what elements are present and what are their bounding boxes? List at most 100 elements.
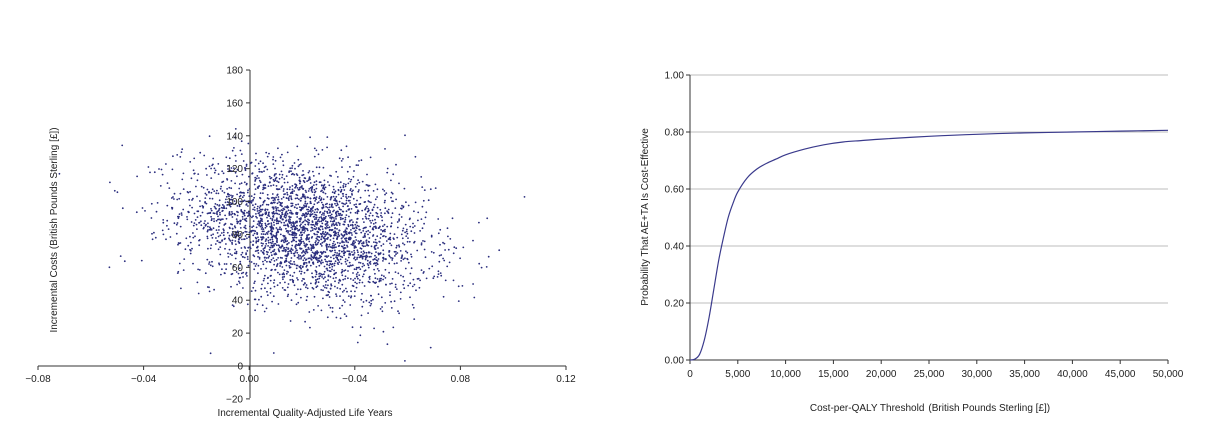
scatter-point: [353, 295, 356, 297]
scatter-point: [344, 275, 347, 278]
scatter-point: [253, 229, 255, 232]
scatter-point: [298, 270, 301, 273]
scatter-point: [341, 250, 343, 253]
scatter-point: [222, 231, 225, 234]
scatter-point: [334, 199, 336, 202]
scatter-point: [338, 208, 341, 211]
scatter-point: [402, 206, 405, 209]
scatter-point: [287, 209, 290, 212]
scatter-point: [290, 248, 293, 251]
scatter-point: [192, 232, 194, 234]
scatter-point: [228, 248, 231, 251]
scatter-point: [321, 228, 324, 231]
scatter-point: [222, 234, 225, 237]
scatter-point: [438, 260, 441, 263]
scatter-point: [324, 286, 326, 289]
scatter-point: [193, 172, 196, 175]
scatter-point: [285, 215, 288, 217]
scatter-point: [296, 197, 299, 200]
scatter-point: [406, 228, 408, 231]
scatter-point: [274, 206, 277, 208]
scatter-point: [358, 189, 360, 191]
scatter-point: [205, 202, 208, 205]
scatter-point: [336, 176, 339, 178]
scatter-point: [354, 281, 357, 284]
scatter-point: [158, 168, 160, 170]
scatter-point: [333, 246, 336, 249]
scatter-point: [298, 176, 301, 179]
scatter-point: [275, 222, 278, 225]
scatter-point: [301, 229, 304, 232]
scatter-point: [390, 256, 392, 259]
scatter-point: [261, 304, 264, 307]
scatter-point: [220, 206, 223, 209]
scatter-point: [221, 218, 224, 221]
scatter-point: [291, 228, 294, 231]
scatter-point: [267, 276, 269, 279]
scatter-point: [487, 255, 490, 258]
scatter-point: [274, 219, 276, 222]
scatter-point: [349, 231, 351, 234]
scatter-x-axis-label: Incremental Quality-Adjusted Life Years: [217, 408, 392, 419]
scatter-point: [234, 154, 237, 157]
scatter-point: [343, 313, 346, 315]
scatter-point: [319, 225, 322, 227]
scatter-point: [245, 165, 248, 167]
scatter-point: [326, 206, 329, 209]
scatter-point: [374, 183, 377, 186]
scatter-point: [384, 268, 387, 271]
scatter-point: [372, 235, 374, 237]
scatter-point: [382, 260, 384, 262]
scatter-point: [267, 230, 270, 233]
scatter-point: [416, 249, 419, 252]
scatter-point: [256, 245, 259, 248]
scatter-point: [366, 243, 368, 246]
scatter-point: [362, 250, 365, 253]
scatter-point: [272, 282, 275, 284]
scatter-point: [176, 222, 179, 224]
scatter-point: [215, 219, 218, 222]
scatter-point: [323, 214, 325, 216]
scatter-point: [410, 255, 413, 258]
line-x-tick-label: 40,000: [1057, 369, 1088, 380]
scatter-point: [437, 232, 440, 235]
scatter-point: [276, 194, 279, 197]
scatter-point: [216, 213, 219, 216]
scatter-point: [259, 181, 262, 184]
scatter-point: [337, 259, 340, 262]
scatter-point: [277, 206, 279, 209]
scatter-point: [341, 291, 344, 293]
scatter-point: [345, 287, 347, 290]
scatter-point: [316, 220, 319, 223]
scatter-point: [406, 251, 409, 254]
scatter-point: [335, 204, 338, 207]
scatter-point: [166, 224, 168, 227]
scatter-point: [317, 218, 320, 221]
scatter-point: [195, 185, 197, 188]
scatter-point: [209, 247, 212, 250]
scatter-point: [206, 212, 209, 215]
scatter-point: [283, 235, 286, 237]
scatter-point: [318, 172, 320, 175]
scatter-point: [230, 187, 233, 190]
scatter-point: [326, 232, 329, 234]
scatter-point: [181, 148, 184, 151]
scatter-point: [270, 225, 273, 228]
scatter-point: [282, 190, 285, 192]
scatter-point: [332, 277, 335, 280]
scatter-point: [264, 184, 267, 187]
scatter-point: [268, 222, 270, 225]
scatter-point: [331, 228, 334, 231]
scatter-point: [414, 155, 417, 158]
scatter-point: [291, 263, 294, 265]
scatter-point: [236, 193, 239, 196]
scatter-point: [272, 215, 274, 218]
scatter-point: [368, 301, 371, 304]
scatter-point: [303, 242, 306, 245]
scatter-point: [291, 202, 294, 205]
scatter-point: [239, 200, 242, 203]
scatter-point: [281, 213, 284, 216]
scatter-y-tick-label: 20: [232, 329, 244, 340]
scatter-point: [270, 197, 273, 199]
scatter-point: [307, 190, 310, 192]
